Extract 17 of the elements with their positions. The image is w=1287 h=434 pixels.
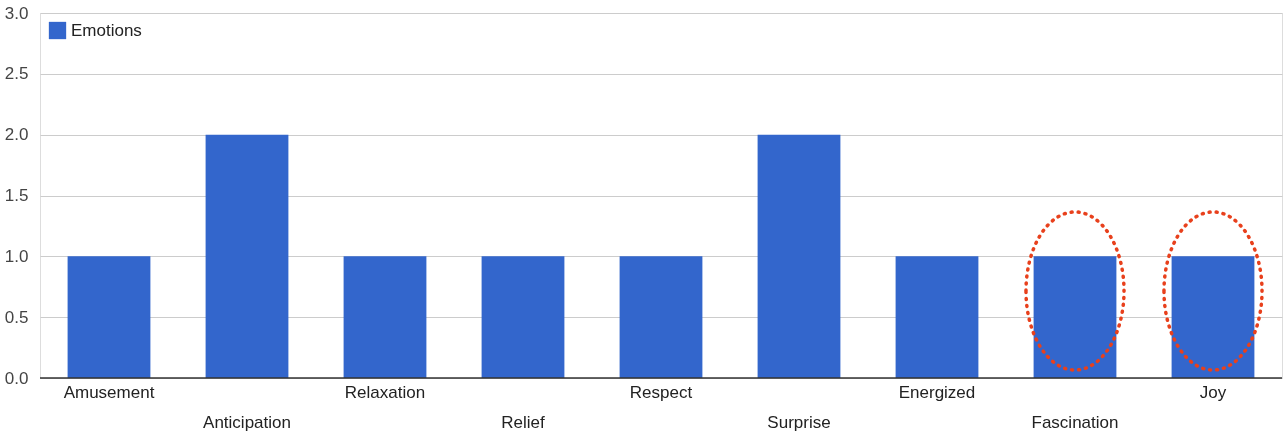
x-tick-label: Joy [1199,382,1227,402]
x-tick-label: Anticipation [203,412,291,432]
legend-label: Emotions [71,20,142,40]
x-tick-label: Surprise [767,412,831,432]
x-tick-label: Energized [898,382,976,402]
x-tick-label: Fascination [1031,412,1119,432]
x-tick-label: Amusement [63,382,155,402]
y-tick-label: 2.0 [4,125,29,145]
y-tick-label: 3.0 [4,3,29,23]
y-tick-label: 2.5 [4,64,29,84]
x-tick-label: Relief [501,412,546,432]
x-tick-label: Respect [629,382,693,402]
y-tick-label: 1.0 [4,246,29,266]
x-tick-label: Relaxation [344,382,426,402]
y-tick-label: 1.5 [4,186,29,205]
y-tick-label: 0.5 [4,307,29,327]
y-tick-label: 0.0 [4,368,29,388]
